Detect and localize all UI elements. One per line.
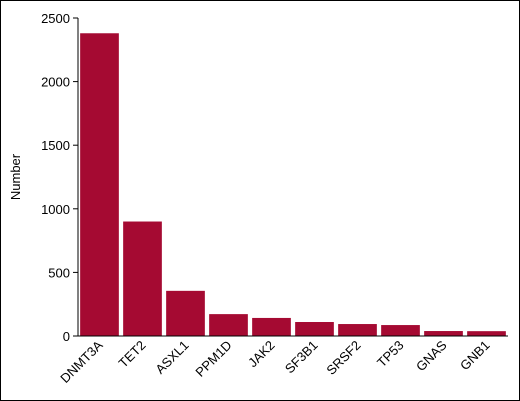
x-tick-label: GNAS: [413, 337, 450, 374]
x-tick-label: SF3B1: [282, 338, 321, 377]
bar: [338, 324, 377, 336]
y-tick-label: 2000: [41, 75, 70, 90]
y-tick-label: 2500: [41, 11, 70, 26]
x-tick-label: ASXL1: [152, 338, 191, 377]
bar: [252, 317, 291, 336]
y-tick-label: 1500: [41, 138, 70, 153]
y-axis-label: Number: [8, 153, 23, 200]
bar: [295, 322, 334, 336]
bar: [123, 221, 162, 336]
bar: [381, 325, 420, 336]
bar: [467, 331, 506, 336]
bar: [209, 314, 248, 336]
x-tick-label: JAK2: [245, 338, 278, 371]
bar: [166, 290, 205, 336]
x-tick-label: TP53: [374, 338, 407, 371]
y-tick-label: 0: [63, 329, 70, 344]
x-tick-label: DNMT3A: [57, 337, 106, 386]
y-tick-label: 1000: [41, 202, 70, 217]
y-tick-label: 500: [48, 265, 70, 280]
x-tick-label: SRSF2: [323, 338, 363, 378]
x-tick-label: GNB1: [457, 338, 493, 374]
x-tick-label: TET2: [116, 338, 149, 371]
x-tick-label: PPM1D: [192, 338, 234, 380]
bar: [424, 331, 463, 336]
bar: [80, 33, 119, 336]
